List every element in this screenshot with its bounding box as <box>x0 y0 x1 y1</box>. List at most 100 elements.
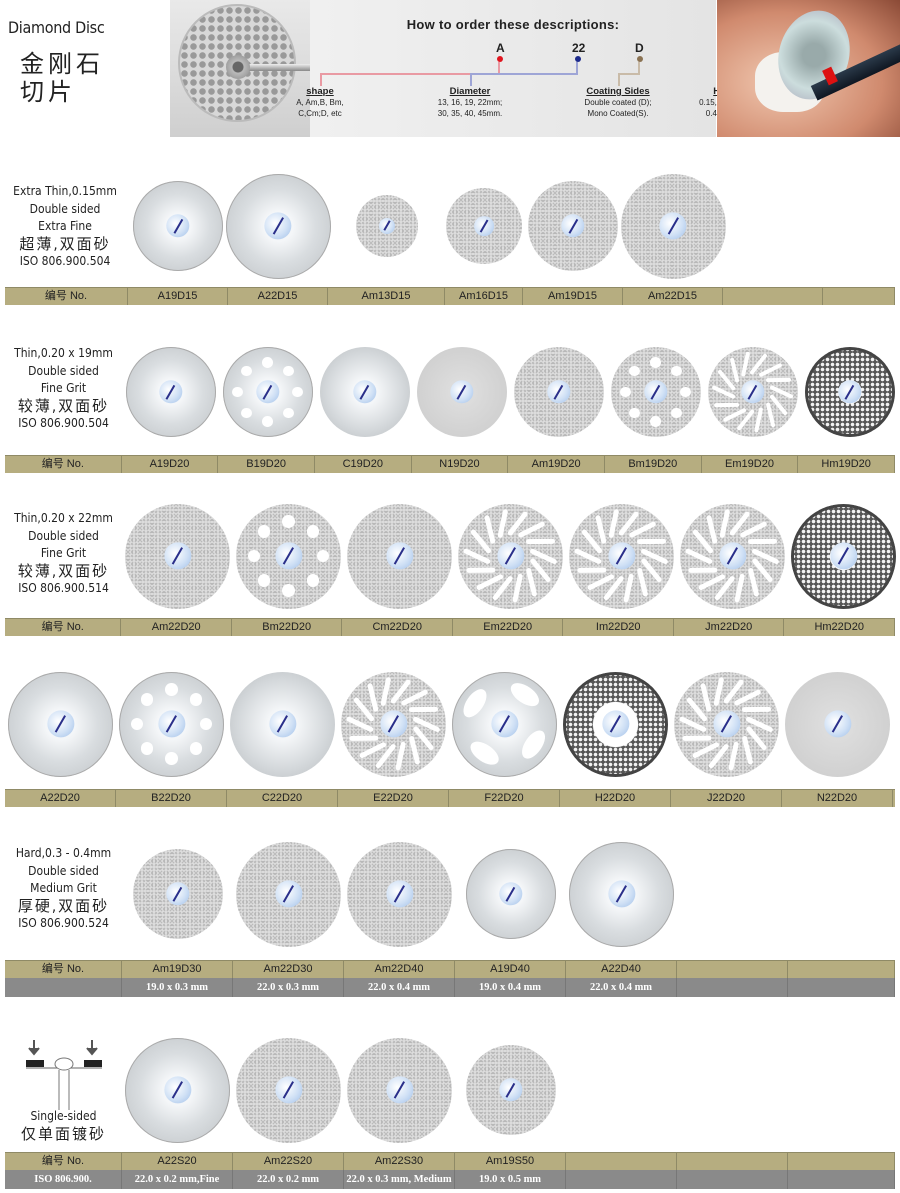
disc-hole <box>306 525 320 538</box>
disc-hole <box>671 407 682 419</box>
disc-slot <box>699 682 712 713</box>
product-code: H22D20 <box>560 790 671 807</box>
product-code: B19D20 <box>218 456 315 473</box>
empty-cell <box>566 1170 677 1189</box>
product-code-bar: 编号 No. A19D15 A22D15 Am13D15 Am16D15 Am19D15 A… <box>5 287 895 305</box>
code-legend-desc: A, Am,B, Bm, <box>296 98 344 107</box>
disc-hub <box>607 542 636 570</box>
product-code: Im22D20 <box>563 619 674 636</box>
spec-label: ISO 806.900. <box>5 1170 122 1189</box>
code-legend-1: Diameter 13, 16, 19, 22mm; 30, 35, 40, 45m… <box>415 86 525 119</box>
connector-line <box>470 62 578 75</box>
product-code: A19D20 <box>122 456 219 473</box>
disc-slot <box>765 377 792 382</box>
disc-image-F22D20 <box>452 671 557 777</box>
no-label: 编号 No. <box>5 961 122 978</box>
disc-hub <box>165 882 190 906</box>
disc-hole <box>679 386 691 398</box>
product-code: A22D15 <box>228 288 328 305</box>
disc-hole <box>165 752 178 765</box>
disc-hole <box>165 683 178 696</box>
section-label-line: ISO 806.900.504 <box>19 254 111 268</box>
disc-image-Am19D30 <box>132 849 223 939</box>
product-code: C19D20 <box>315 456 412 473</box>
disc-image-Am22D30 <box>236 841 341 947</box>
disc-slot <box>705 514 718 545</box>
disc-slot <box>733 689 762 707</box>
disc-hub <box>264 212 292 240</box>
product-code: Am19S50 <box>455 1153 566 1170</box>
disc-hub <box>385 880 414 908</box>
disc-hub <box>823 710 852 738</box>
no-label: 编号 No. <box>5 288 128 305</box>
product-code: A19D40 <box>455 961 566 978</box>
code-part: D <box>635 41 644 55</box>
disc-slot <box>681 736 711 742</box>
product-spec: 19.0 x 0.4 mm <box>455 978 566 997</box>
disc-image-Bm22D20 <box>236 503 341 609</box>
empty-cell <box>788 961 895 978</box>
disc-hub <box>561 214 585 238</box>
product-code-bar: 编号 No. A22S20 Am22S20 Am22S30 Am19S50 <box>5 1152 895 1170</box>
section-label-line: Thin,0.20 x 22mm <box>14 511 113 525</box>
disc-hole <box>189 693 203 706</box>
code-legend-label: shape <box>306 86 334 97</box>
empty-cell <box>566 1153 677 1170</box>
disc-hole <box>671 365 682 377</box>
disc-image-Am19D15 <box>528 181 618 271</box>
disc-hub <box>643 380 668 404</box>
section-label-line: 仅单面镀砂 <box>20 1124 106 1143</box>
disc-hole <box>518 726 550 762</box>
disc-hole <box>232 386 244 398</box>
disc-image-Am22D15 <box>620 173 726 279</box>
disc-image-Am16D15 <box>446 188 522 264</box>
disc-image-A19D40 <box>465 849 556 939</box>
product-code: Am22S20 <box>233 1153 344 1170</box>
section-label-line: Thin,0.20 x 19mm <box>14 346 113 360</box>
disc-slot <box>400 689 429 707</box>
product-spec-bar: 19.0 x 0.3 mm 22.0 x 0.3 mm 22.0 x 0.4 mm 1… <box>5 978 895 997</box>
product-code: A22D40 <box>566 961 677 978</box>
disc-hub <box>718 542 747 570</box>
disc-hub <box>837 380 862 404</box>
disc-hole <box>650 416 661 428</box>
disc-slot <box>526 538 556 545</box>
disc-slot <box>348 736 378 742</box>
disc-image-N19D20 <box>416 347 507 437</box>
product-spec: 22.0 x 0.4 mm <box>344 978 455 997</box>
disc-hub <box>546 380 571 404</box>
product-code: Bm22D20 <box>232 619 343 636</box>
disc-hole <box>247 549 261 563</box>
disc-hole <box>262 416 273 428</box>
disc-image-Im22D20 <box>569 503 674 609</box>
product-code: Am19D30 <box>122 961 233 978</box>
disc-hole <box>257 574 271 587</box>
disc-slot <box>747 567 760 598</box>
disc-hole <box>199 717 213 731</box>
disc-image-E22D20 <box>341 671 446 777</box>
section-label-line: Single-sided <box>30 1109 97 1123</box>
product-code: Hm19D20 <box>798 456 895 473</box>
product-code: A22D20 <box>5 790 116 807</box>
disc-image-J22D20 <box>674 671 779 777</box>
disc-hole <box>282 584 295 597</box>
disc-slot <box>741 735 754 766</box>
product-code: Am22D15 <box>623 288 723 305</box>
section-label-line: Extra Fine <box>38 219 92 233</box>
connector-line <box>320 74 322 86</box>
no-label: 编号 No. <box>5 456 122 473</box>
disc-slot <box>748 538 778 545</box>
section-label-line: Double sided <box>29 201 101 216</box>
section-label: Single-sided 仅单面镀砂 <box>5 1108 122 1143</box>
section-label-line: 超薄,双面砂 <box>19 234 111 253</box>
disc-slot <box>687 568 717 574</box>
product-code: Am13D15 <box>328 288 445 305</box>
section-label: Thin,0.20 x 19mm Double sided Fine Grit 较薄,… <box>5 345 122 433</box>
disc-hole <box>130 717 144 731</box>
disc-image-A22D15 <box>225 173 331 279</box>
product-code-bar: 编号 No. Am22D20 Bm22D20 Cm22D20 Em22D20 Im22D2… <box>5 618 895 636</box>
disc-slot <box>517 521 546 539</box>
disc-slot <box>628 521 657 539</box>
page-title: Diamond Disc <box>8 18 105 37</box>
